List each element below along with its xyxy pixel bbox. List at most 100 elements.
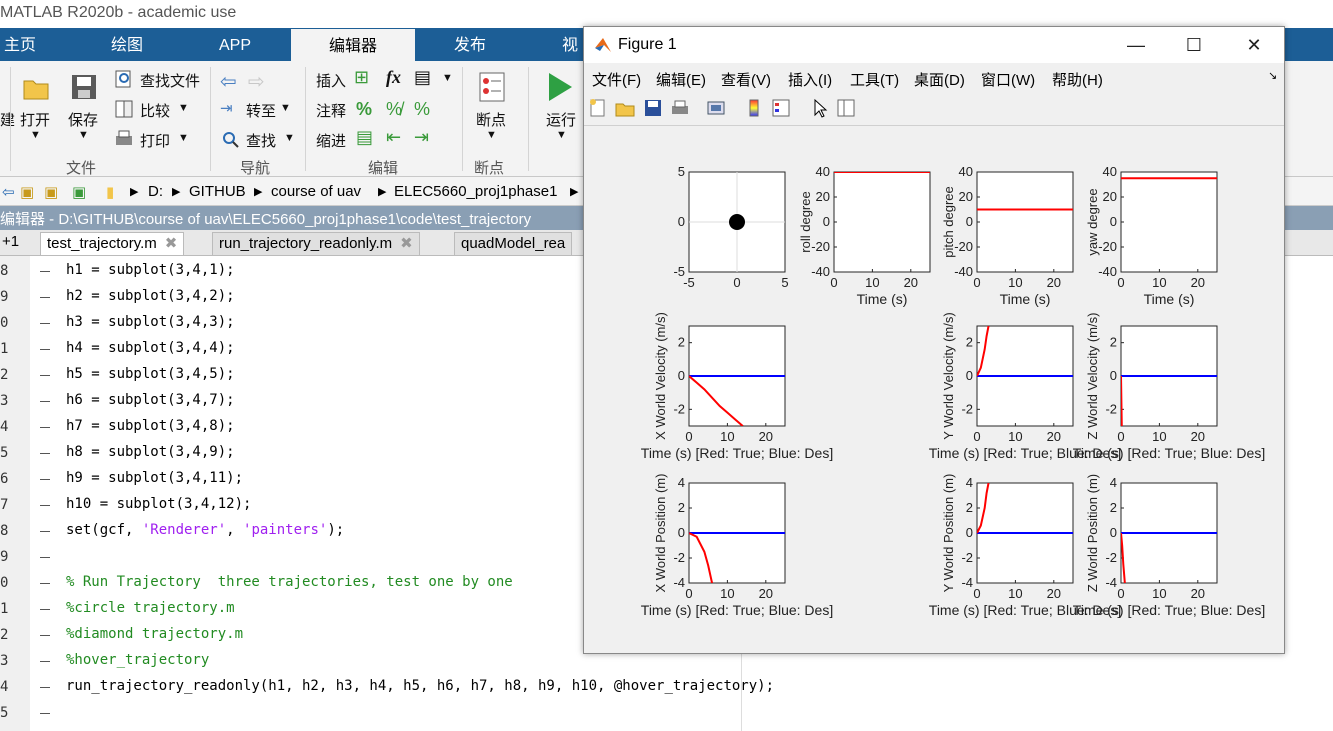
- insert-legend-icon[interactable]: [771, 98, 791, 118]
- wrap-comment-icon[interactable]: %: [414, 99, 431, 119]
- smart-indent-icon[interactable]: ▤: [356, 127, 374, 147]
- run-dropdown-icon[interactable]: ▼: [556, 129, 567, 141]
- minimize-icon[interactable]: —: [1127, 35, 1145, 55]
- indent-button[interactable]: 缩进: [316, 133, 347, 150]
- find-files-button[interactable]: 查找文件: [140, 73, 201, 90]
- save-dropdown-icon[interactable]: ▼: [78, 129, 89, 141]
- code-line[interactable]: h5 = subplot(3,4,5);: [66, 366, 235, 382]
- save-figure-icon[interactable]: [643, 98, 663, 118]
- breakpoints-icon[interactable]: [476, 71, 508, 103]
- comment-button[interactable]: 注释: [316, 103, 347, 120]
- increase-indent-icon[interactable]: ⇥: [414, 127, 430, 147]
- code-line[interactable]: h10 = subplot(3,4,12);: [66, 496, 251, 512]
- maximize-icon[interactable]: ☐: [1185, 35, 1203, 55]
- code-line[interactable]: % Run Trajectory three trajectories, tes…: [66, 574, 513, 590]
- comment-percent-icon[interactable]: %: [356, 99, 373, 119]
- uncomment-icon[interactable]: %̸: [386, 99, 403, 119]
- close-icon[interactable]: ✕: [1246, 35, 1262, 55]
- compare-button[interactable]: 比较: [140, 103, 171, 120]
- print-button[interactable]: 打印: [140, 133, 171, 150]
- menu-desktop[interactable]: 桌面(D): [914, 72, 965, 89]
- tab-editor[interactable]: 编辑器: [291, 28, 415, 62]
- up-folder-icon[interactable]: ▣: [20, 184, 35, 201]
- find-button[interactable]: 查找: [246, 133, 277, 150]
- code-line[interactable]: %circle trajectory.m: [66, 600, 235, 616]
- goto-icon[interactable]: ⇥: [220, 100, 233, 117]
- decrease-indent-icon[interactable]: ⇤: [386, 127, 402, 147]
- browse-folder-icon[interactable]: ▣: [44, 184, 59, 201]
- tab-apps[interactable]: APP: [218, 37, 251, 54]
- goto-dropdown-icon[interactable]: ▼: [280, 102, 291, 114]
- menu-file[interactable]: 文件(F): [592, 72, 642, 89]
- find-dropdown-icon[interactable]: ▼: [284, 132, 295, 144]
- breakpoints-dropdown-icon[interactable]: ▼: [486, 129, 497, 141]
- code-line[interactable]: %hover_trajectory: [66, 652, 209, 668]
- tab-run-trajectory-readonly[interactable]: run_trajectory_readonly.m ✖: [212, 232, 420, 255]
- open-folder-icon[interactable]: [22, 75, 50, 101]
- goto-button[interactable]: 转至: [246, 103, 277, 120]
- insert-dropdown-icon[interactable]: ▼: [442, 72, 453, 84]
- code-line[interactable]: h1 = subplot(3,4,1);: [66, 262, 235, 278]
- code-line[interactable]: h7 = subplot(3,4,8);: [66, 418, 235, 434]
- menu-insert[interactable]: 插入(I): [788, 72, 833, 89]
- tab-publish[interactable]: 发布: [453, 37, 486, 54]
- code-line[interactable]: h8 = subplot(3,4,9);: [66, 444, 235, 460]
- dock-arrow-icon[interactable]: ↘: [1268, 70, 1278, 82]
- menu-view[interactable]: 查看(V): [721, 72, 771, 89]
- menu-tools[interactable]: 工具(T): [850, 72, 900, 89]
- link-plot-icon[interactable]: [706, 98, 726, 118]
- pointer-arrow-icon[interactable]: [810, 98, 830, 118]
- print-dropdown-icon[interactable]: ▼: [178, 132, 189, 144]
- breadcrumb-project[interactable]: ELEC5660_proj1phase1: [394, 183, 558, 200]
- code-line[interactable]: h9 = subplot(3,4,11);: [66, 470, 243, 486]
- compare-dropdown-icon[interactable]: ▼: [178, 102, 189, 114]
- tab-plots[interactable]: 绘图: [110, 37, 143, 54]
- code-editor[interactable]: 8 h1 = subplot(3,4,1); 9 h2 = subplot(3,4,2…: [0, 256, 1333, 731]
- tab-overflow-count[interactable]: +1: [2, 233, 20, 250]
- open-file-icon[interactable]: [615, 98, 635, 118]
- breakpoints-button[interactable]: 断点: [476, 112, 507, 129]
- folder-green-icon[interactable]: ▣: [72, 184, 87, 201]
- close-icon[interactable]: ✖: [164, 235, 178, 252]
- code-line[interactable]: run_trajectory_readonly(h1, h2, h3, h4, …: [66, 678, 774, 694]
- property-inspector-icon[interactable]: [836, 98, 856, 118]
- run-play-icon[interactable]: [546, 71, 574, 103]
- back-arrow-icon[interactable]: ⇦: [220, 71, 237, 93]
- code-line[interactable]: h3 = subplot(3,4,3);: [66, 314, 235, 330]
- menu-edit[interactable]: 编辑(E): [656, 72, 706, 89]
- find-files-icon[interactable]: [114, 69, 134, 89]
- code-line[interactable]: h4 = subplot(3,4,4);: [66, 340, 235, 356]
- open-dropdown-icon[interactable]: ▼: [30, 129, 41, 141]
- compare-icon[interactable]: [114, 99, 134, 119]
- close-icon[interactable]: ✖: [400, 235, 413, 252]
- find-magnifier-icon[interactable]: [222, 131, 240, 149]
- forward-arrow-icon[interactable]: ⇨: [248, 71, 265, 93]
- code-line[interactable]: h2 = subplot(3,4,2);: [66, 288, 235, 304]
- tab-test-trajectory[interactable]: test_trajectory.m ✖: [40, 232, 185, 255]
- insert-colorbar-icon[interactable]: [744, 98, 764, 118]
- open-button[interactable]: 打开: [20, 112, 51, 129]
- insert-function-icon[interactable]: ▤: [414, 67, 432, 87]
- tab-home[interactable]: 主页: [3, 37, 36, 54]
- print-figure-icon[interactable]: [670, 98, 690, 118]
- print-icon[interactable]: [114, 129, 134, 149]
- tab-view[interactable]: 视: [561, 37, 578, 54]
- fx-icon[interactable]: fx: [386, 67, 401, 87]
- menu-window[interactable]: 窗口(W): [981, 72, 1036, 89]
- breadcrumb-course[interactable]: course of uav: [271, 183, 362, 200]
- back-icon[interactable]: ⇦: [2, 184, 15, 201]
- breadcrumb-drive[interactable]: D:: [148, 183, 163, 200]
- save-disk-icon[interactable]: [70, 73, 98, 101]
- insert-button[interactable]: 插入: [316, 73, 347, 90]
- run-button[interactable]: 运行: [546, 112, 577, 129]
- code-line[interactable]: h6 = subplot(3,4,7);: [66, 392, 235, 408]
- menu-help[interactable]: 帮助(H): [1052, 72, 1103, 89]
- insert-section-icon[interactable]: ⊞: [354, 67, 370, 87]
- save-button[interactable]: 保存: [68, 112, 99, 129]
- new-button-label[interactable]: 建: [0, 112, 16, 129]
- tab-quadmodel[interactable]: quadModel_rea: [454, 232, 573, 255]
- new-figure-icon[interactable]: [588, 98, 608, 118]
- code-line[interactable]: set(gcf, 'Renderer', 'painters');: [66, 522, 344, 538]
- breadcrumb-github[interactable]: GITHUB: [189, 183, 246, 200]
